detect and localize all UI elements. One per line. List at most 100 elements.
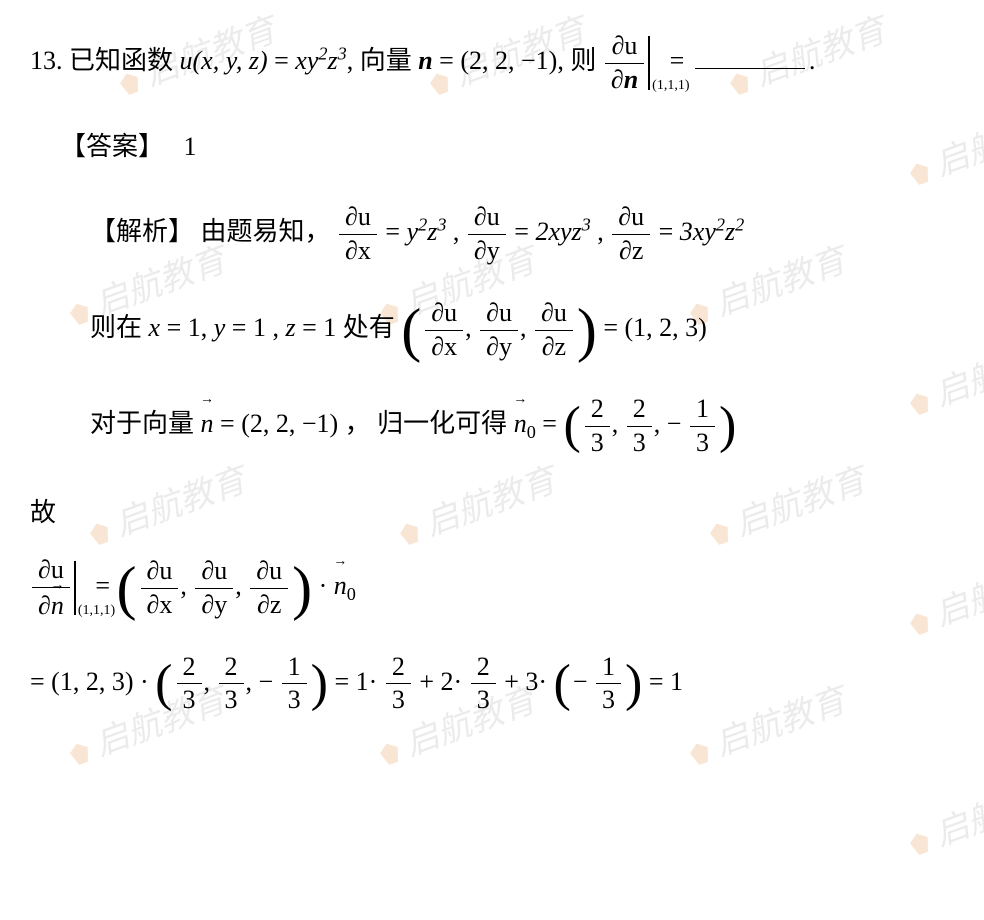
period: . bbox=[809, 46, 816, 75]
fl-t3bd: 3 bbox=[596, 684, 621, 717]
at-mid: 处有 bbox=[343, 313, 395, 342]
g-dx-n: ∂u bbox=[425, 297, 463, 331]
vec-n0-arrow: n bbox=[514, 399, 527, 448]
dz-den: ∂z bbox=[612, 235, 650, 268]
g-dx-d: ∂x bbox=[425, 331, 463, 364]
fl-t2a: 2 bbox=[441, 667, 454, 696]
eq: = bbox=[670, 46, 685, 75]
dd-num: ∂u bbox=[605, 30, 644, 64]
dy-val: 2xyz3 bbox=[535, 217, 590, 246]
at-cond: x = 1, y = 1 , z = 1 bbox=[149, 313, 337, 342]
therefore-text: 故 bbox=[30, 498, 56, 527]
fl-den-p: ∂ bbox=[38, 591, 51, 620]
fl-n0-sym: n bbox=[334, 571, 347, 600]
g-dz-n: ∂u bbox=[535, 297, 573, 331]
watermark: 启航教育 bbox=[897, 763, 984, 867]
fl-dot2: · bbox=[140, 667, 149, 696]
eval-bar: (1,1,1) bbox=[648, 36, 650, 90]
n0-3n: 1 bbox=[690, 393, 715, 427]
n0-3d: 3 bbox=[690, 427, 715, 460]
fl-c1n: 2 bbox=[177, 651, 202, 685]
fl-eq: = bbox=[95, 571, 110, 600]
problem-line: 13. 已知函数 u(x, y, z) = xy2z3, 向量 n = (2, … bbox=[30, 30, 954, 96]
vec-n-val: (2, 2, −1) bbox=[241, 409, 338, 438]
n0-2d: 3 bbox=[627, 427, 652, 460]
norm-prefix: 对于向量 bbox=[90, 409, 194, 438]
fl-n0-tuple: ( 23, 23, − 13 ) bbox=[155, 651, 328, 717]
dz-num: ∂u bbox=[612, 201, 650, 235]
n0-1n: 2 bbox=[585, 393, 610, 427]
final-eval-pt: (1,1,1) bbox=[78, 598, 115, 623]
then: 则 bbox=[570, 46, 596, 75]
answer-blank bbox=[695, 68, 805, 69]
dy-den: ∂y bbox=[468, 235, 506, 268]
vec-n-arrow: n bbox=[201, 399, 214, 448]
final-grad-tuple: ( ∂u∂x, ∂u∂y, ∂u∂z ) bbox=[117, 555, 313, 621]
fl-den-n: n bbox=[51, 591, 64, 620]
content: 13. 已知函数 u(x, y, z) = xy2z3, 向量 n = (2, … bbox=[0, 0, 984, 775]
fl-t2bn: 2 bbox=[471, 651, 496, 685]
fl-n0: n bbox=[334, 561, 347, 610]
fl-t1bn: 2 bbox=[386, 651, 411, 685]
func-lhs: u(x, y, z) bbox=[180, 46, 268, 75]
eval-point: (1,1,1) bbox=[652, 73, 689, 98]
fl-t1bd: 3 bbox=[386, 684, 411, 717]
fg-dy-n: ∂u bbox=[195, 555, 233, 589]
final-evalbar: (1,1,1) bbox=[74, 561, 76, 615]
fl-t3bn: 1 bbox=[596, 651, 621, 685]
fl-result: 1 bbox=[670, 667, 683, 696]
fl-t1a: 1 bbox=[356, 667, 369, 696]
fl-n0-sub: 0 bbox=[347, 585, 356, 605]
dx-den: ∂x bbox=[339, 235, 377, 268]
fl-gradvec: (1, 2, 3) bbox=[51, 667, 133, 696]
fl-c3d: 3 bbox=[282, 684, 307, 717]
dx-val: y2z3 bbox=[407, 217, 447, 246]
vec-value: (2, 2, −1) bbox=[460, 46, 557, 75]
grad-tuple: ( ∂u∂x, ∂u∂y, ∂u∂z ) bbox=[401, 297, 597, 363]
fl-c2d: 3 bbox=[219, 684, 244, 717]
final-line-1: ∂u ∂n (1,1,1) = ( ∂u∂x, ∂u∂y, ∂u∂z ) · n… bbox=[30, 554, 954, 622]
at-prefix: 则在 bbox=[90, 313, 142, 342]
therefore: 故 bbox=[30, 490, 954, 537]
n0-1d: 3 bbox=[585, 427, 610, 460]
fg-dx-d: ∂x bbox=[141, 589, 179, 622]
g-dy-n: ∂u bbox=[480, 297, 518, 331]
fg-dy-d: ∂y bbox=[195, 589, 233, 622]
normalize-line: 对于向量 n = (2, 2, −1) ， 归一化可得 n0 = ( 23, 2… bbox=[30, 393, 954, 459]
fl-c1d: 3 bbox=[177, 684, 202, 717]
fl-dot: · bbox=[319, 571, 328, 600]
n0-tuple: ( 23, 23, − 13 ) bbox=[563, 393, 736, 459]
solution-label: 【解析】 bbox=[90, 217, 194, 246]
answer-value: 1 bbox=[184, 132, 197, 161]
fl-t3a: 3 bbox=[525, 667, 538, 696]
fl-t2bd: 3 bbox=[471, 684, 496, 717]
directional-derivative: ∂u ∂n bbox=[605, 30, 644, 96]
func-rhs: xy2z3 bbox=[295, 46, 346, 75]
grad-val: (1, 2, 3) bbox=[624, 313, 706, 342]
solution-intro: 由题易知， bbox=[201, 217, 331, 246]
final-line-2: = (1, 2, 3) · ( 23, 23, − 13 ) = 1· 23 +… bbox=[30, 651, 954, 717]
fl-c2n: 2 bbox=[219, 651, 244, 685]
grad-at-point: 则在 x = 1, y = 1 , z = 1 处有 ( ∂u∂x, ∂u∂y,… bbox=[30, 297, 954, 363]
problem-number: 13. bbox=[30, 46, 63, 75]
g-dz-d: ∂z bbox=[535, 331, 573, 364]
vec-n0-sym: n bbox=[514, 409, 527, 438]
norm-mid: ， 归一化可得 bbox=[345, 409, 508, 438]
problem-prefix: 已知函数 bbox=[69, 46, 173, 75]
fg-dz-n: ∂u bbox=[250, 555, 288, 589]
vec-n: n bbox=[418, 46, 432, 75]
fg-dz-d: ∂z bbox=[250, 589, 288, 622]
vec-n-sym: n bbox=[201, 409, 214, 438]
vec-n0-sub: 0 bbox=[527, 423, 536, 443]
answer-label: 【答案】 bbox=[60, 132, 164, 161]
solution-partials: 【解析】 由题易知， ∂u∂x = y2z3 , ∂u∂y = 2xyz3 , … bbox=[30, 201, 954, 267]
dz-val: 3xy2z2 bbox=[680, 217, 744, 246]
dd-den-n: n bbox=[624, 65, 638, 94]
vec-label: 向量 bbox=[360, 46, 412, 75]
dx-num: ∂u bbox=[339, 201, 377, 235]
g-dy-d: ∂y bbox=[480, 331, 518, 364]
n0-2n: 2 bbox=[627, 393, 652, 427]
fg-dx-n: ∂u bbox=[141, 555, 179, 589]
fl-den-vec: n bbox=[51, 590, 64, 621]
fl-t3-paren: ( − 13 ) bbox=[554, 651, 643, 717]
